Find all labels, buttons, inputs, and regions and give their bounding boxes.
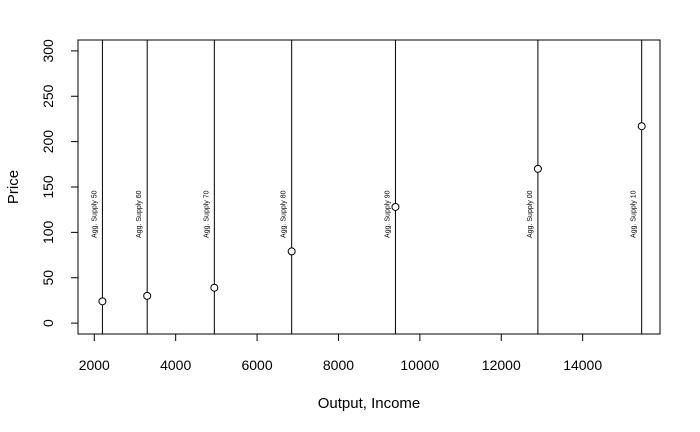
x-tick-label: 8000 [323, 357, 354, 373]
data-point [533, 164, 542, 173]
supply-label: Agg. Supply 80 [281, 190, 288, 238]
data-point [287, 247, 296, 256]
supply-label: Agg. Supply 90 [384, 190, 391, 238]
y-tick-label: 100 [40, 220, 56, 244]
data-point [98, 297, 107, 306]
data-points [98, 122, 646, 306]
x-tick-label: 12000 [482, 357, 521, 373]
supply-label: Agg. Supply 60 [136, 190, 143, 238]
x-axis: 2000 4000 6000 8000 10000 12000 14000 [79, 333, 602, 373]
supply-label: Agg. Supply 00 [527, 190, 534, 238]
y-tick-label: 0 [40, 319, 56, 327]
data-point [637, 122, 646, 131]
data-point [143, 291, 152, 300]
x-tick-label: 6000 [241, 357, 272, 373]
y-axis: 0 50 100 150 200 250 300 [40, 39, 79, 327]
supply-label: Agg. Supply 10 [631, 190, 638, 238]
y-tick-label: 50 [40, 270, 56, 286]
x-tick-label: 14000 [563, 357, 602, 373]
y-axis-title: Price [5, 170, 22, 204]
supply-label: Agg. Supply 70 [203, 190, 210, 238]
x-axis-title: Output, Income [318, 395, 421, 412]
data-point [391, 202, 400, 211]
supply-labels: Agg. Supply 50 Agg. Supply 60 Agg. Supply … [91, 190, 637, 238]
y-tick-label: 250 [40, 84, 56, 108]
y-tick-label: 150 [40, 175, 56, 199]
supply-lines [101, 40, 643, 334]
supply-label: Agg. Supply 50 [91, 190, 98, 238]
x-tick-label: 4000 [160, 357, 191, 373]
x-tick-label: 2000 [79, 357, 110, 373]
x-tick-label: 10000 [400, 357, 439, 373]
data-point [210, 283, 219, 292]
y-tick-label: 300 [40, 39, 56, 63]
y-tick-label: 200 [40, 130, 56, 154]
plot-frame [77, 39, 661, 335]
